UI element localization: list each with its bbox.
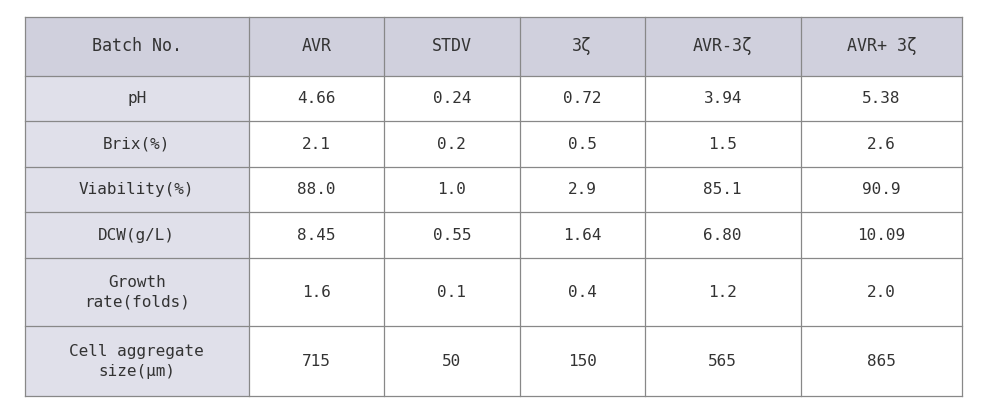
Text: Brix(%): Brix(%)	[103, 137, 171, 152]
Bar	[800, 121, 961, 167]
Text: 2.0: 2.0	[867, 285, 895, 300]
Bar	[248, 326, 384, 396]
Bar	[644, 212, 800, 258]
Bar	[248, 212, 384, 258]
Bar	[384, 76, 519, 121]
Text: 5.38: 5.38	[862, 91, 900, 106]
Text: DCW(g/L): DCW(g/L)	[98, 228, 175, 243]
Text: 565: 565	[708, 354, 737, 369]
Text: 3ζ: 3ζ	[572, 37, 592, 55]
Text: 4.66: 4.66	[297, 91, 335, 106]
Text: 0.5: 0.5	[567, 137, 596, 152]
Bar	[248, 17, 384, 76]
Text: 10.09: 10.09	[857, 228, 905, 243]
Bar	[519, 76, 644, 121]
Text: AVR: AVR	[301, 37, 331, 55]
Bar	[519, 121, 644, 167]
Bar	[384, 326, 519, 396]
Text: AVR-3ζ: AVR-3ζ	[692, 37, 752, 55]
Text: 0.55: 0.55	[432, 228, 470, 243]
Bar	[248, 121, 384, 167]
Text: 2.9: 2.9	[567, 182, 596, 197]
Text: Cell aggregate
size(μm): Cell aggregate size(μm)	[69, 344, 204, 379]
Text: 6.80: 6.80	[703, 228, 741, 243]
Bar	[644, 121, 800, 167]
Bar	[800, 17, 961, 76]
Bar	[800, 76, 961, 121]
Bar	[519, 212, 644, 258]
Bar	[248, 258, 384, 326]
Bar	[800, 167, 961, 212]
Text: Growth
rate(folds): Growth rate(folds)	[84, 275, 189, 310]
Text: 50: 50	[442, 354, 461, 369]
Bar	[644, 17, 800, 76]
Text: AVR+ 3ζ: AVR+ 3ζ	[846, 37, 916, 55]
Text: 1.2: 1.2	[708, 285, 737, 300]
Bar	[800, 326, 961, 396]
Bar	[25, 76, 248, 121]
Bar	[384, 167, 519, 212]
Text: pH: pH	[127, 91, 146, 106]
Text: STDV: STDV	[432, 37, 471, 55]
Bar	[248, 76, 384, 121]
Text: 1.6: 1.6	[302, 285, 330, 300]
Text: 0.72: 0.72	[562, 91, 600, 106]
Text: 2.6: 2.6	[867, 137, 895, 152]
Text: 1.0: 1.0	[437, 182, 465, 197]
Text: 865: 865	[867, 354, 895, 369]
Text: 150: 150	[567, 354, 596, 369]
Bar	[800, 212, 961, 258]
Bar	[384, 212, 519, 258]
Bar	[25, 167, 248, 212]
Text: 1.64: 1.64	[562, 228, 600, 243]
Bar	[25, 121, 248, 167]
Text: 2.1: 2.1	[302, 137, 330, 152]
Bar	[384, 17, 519, 76]
Text: 3.94: 3.94	[703, 91, 741, 106]
Bar	[519, 17, 644, 76]
Text: 8.45: 8.45	[297, 228, 335, 243]
Bar	[644, 76, 800, 121]
Bar	[25, 326, 248, 396]
Bar	[644, 167, 800, 212]
Bar	[519, 326, 644, 396]
Bar	[800, 258, 961, 326]
Text: 0.1: 0.1	[437, 285, 465, 300]
Bar	[248, 167, 384, 212]
Bar	[25, 212, 248, 258]
Bar	[384, 258, 519, 326]
Text: 0.4: 0.4	[567, 285, 596, 300]
Bar	[644, 258, 800, 326]
Text: Viability(%): Viability(%)	[79, 182, 194, 197]
Bar	[644, 326, 800, 396]
Bar	[384, 121, 519, 167]
Text: 1.5: 1.5	[708, 137, 737, 152]
Bar	[519, 258, 644, 326]
Text: 90.9: 90.9	[862, 182, 900, 197]
Text: 0.24: 0.24	[432, 91, 470, 106]
Bar	[25, 258, 248, 326]
Text: 85.1: 85.1	[703, 182, 741, 197]
Text: 715: 715	[302, 354, 330, 369]
Bar	[25, 17, 248, 76]
Bar	[519, 167, 644, 212]
Text: 88.0: 88.0	[297, 182, 335, 197]
Text: Batch No.: Batch No.	[92, 37, 181, 55]
Text: 0.2: 0.2	[437, 137, 465, 152]
